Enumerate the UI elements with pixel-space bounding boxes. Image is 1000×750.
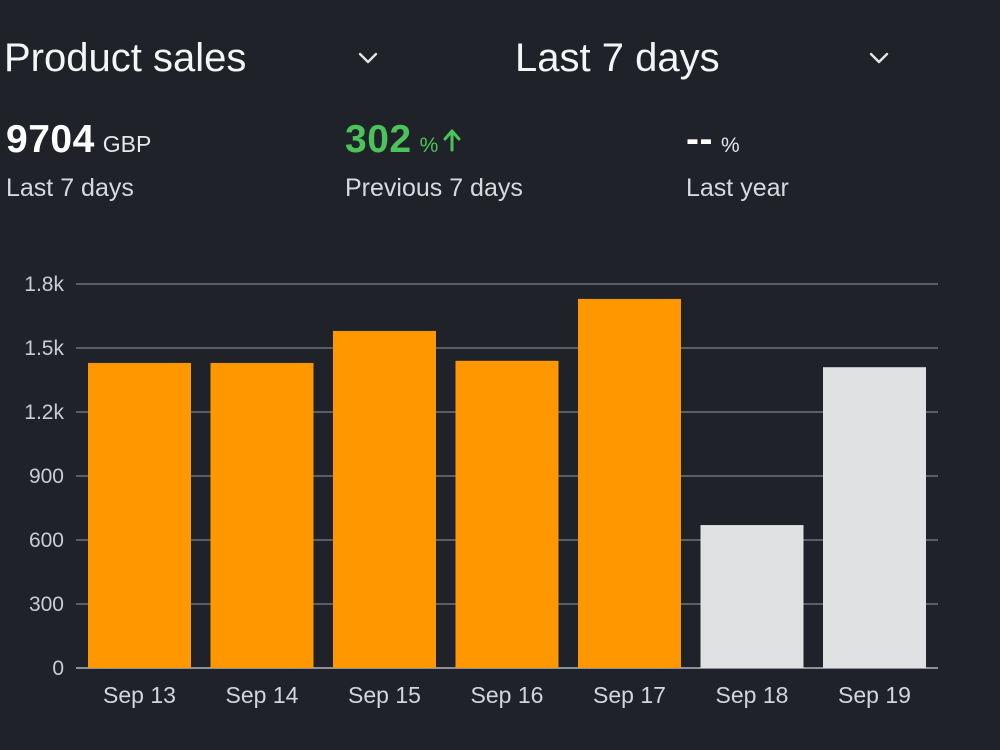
stat-total-value: 9704 <box>6 118 95 161</box>
stat-total-unit: GBP <box>102 131 152 157</box>
x-tick-label: Sep 15 <box>348 682 421 708</box>
y-tick-label: 900 <box>29 465 64 488</box>
stat-last-year-unit: % <box>720 134 740 157</box>
period-dropdown[interactable]: Last 7 days <box>515 28 915 88</box>
x-tick-label: Sep 17 <box>593 682 666 708</box>
stat-last-year-value: -- <box>686 118 713 161</box>
chart-bar[interactable] <box>455 360 559 668</box>
stat-total-caption: Last 7 days <box>6 174 134 202</box>
chevron-down-icon <box>869 52 889 64</box>
stat-last-year-caption: Last year <box>686 174 789 202</box>
chart-bar[interactable] <box>823 367 926 668</box>
x-tick-label: Sep 16 <box>471 682 544 708</box>
arrow-up-icon <box>443 129 461 152</box>
y-tick-label: 600 <box>29 529 64 552</box>
chart-bar[interactable] <box>88 362 191 668</box>
chart-x-axis: Sep 13 Sep 14 Sep 15 Sep 16 Sep 17 Sep 18 Sep … <box>103 682 911 708</box>
stat-last-year-change: -- % Last year <box>686 118 789 213</box>
y-tick-label: 0 <box>52 657 64 680</box>
metric-dropdown-label: Product sales <box>4 35 247 80</box>
chart-bar[interactable] <box>700 525 804 668</box>
metric-dropdown[interactable]: Product sales <box>4 28 404 88</box>
stat-total-sales: 9704 GBP Last 7 days <box>6 118 151 213</box>
x-tick-label: Sep 19 <box>838 682 911 708</box>
chart-bar[interactable] <box>210 362 314 668</box>
period-dropdown-label: Last 7 days <box>515 35 720 80</box>
chart-bars <box>88 298 926 668</box>
stat-previous-unit: % <box>419 134 439 157</box>
stat-previous-value: 302 <box>345 118 412 161</box>
chart-bar[interactable] <box>333 330 436 668</box>
stat-previous-caption: Previous 7 days <box>345 174 523 202</box>
x-tick-label: Sep 18 <box>716 682 789 708</box>
x-tick-label: Sep 13 <box>103 682 176 708</box>
chart-y-axis: 0 300 600 900 1.2k 1.5k 1.8k <box>24 273 64 680</box>
y-tick-label: 1.2k <box>24 401 64 424</box>
chevron-down-icon <box>358 52 378 64</box>
x-tick-label: Sep 14 <box>226 682 299 708</box>
y-tick-label: 1.8k <box>24 273 64 296</box>
y-tick-label: 1.5k <box>24 337 64 360</box>
stat-previous-change: 302 % Previous 7 days <box>345 118 523 213</box>
y-tick-label: 300 <box>29 593 64 616</box>
chart-bar[interactable] <box>578 298 681 668</box>
